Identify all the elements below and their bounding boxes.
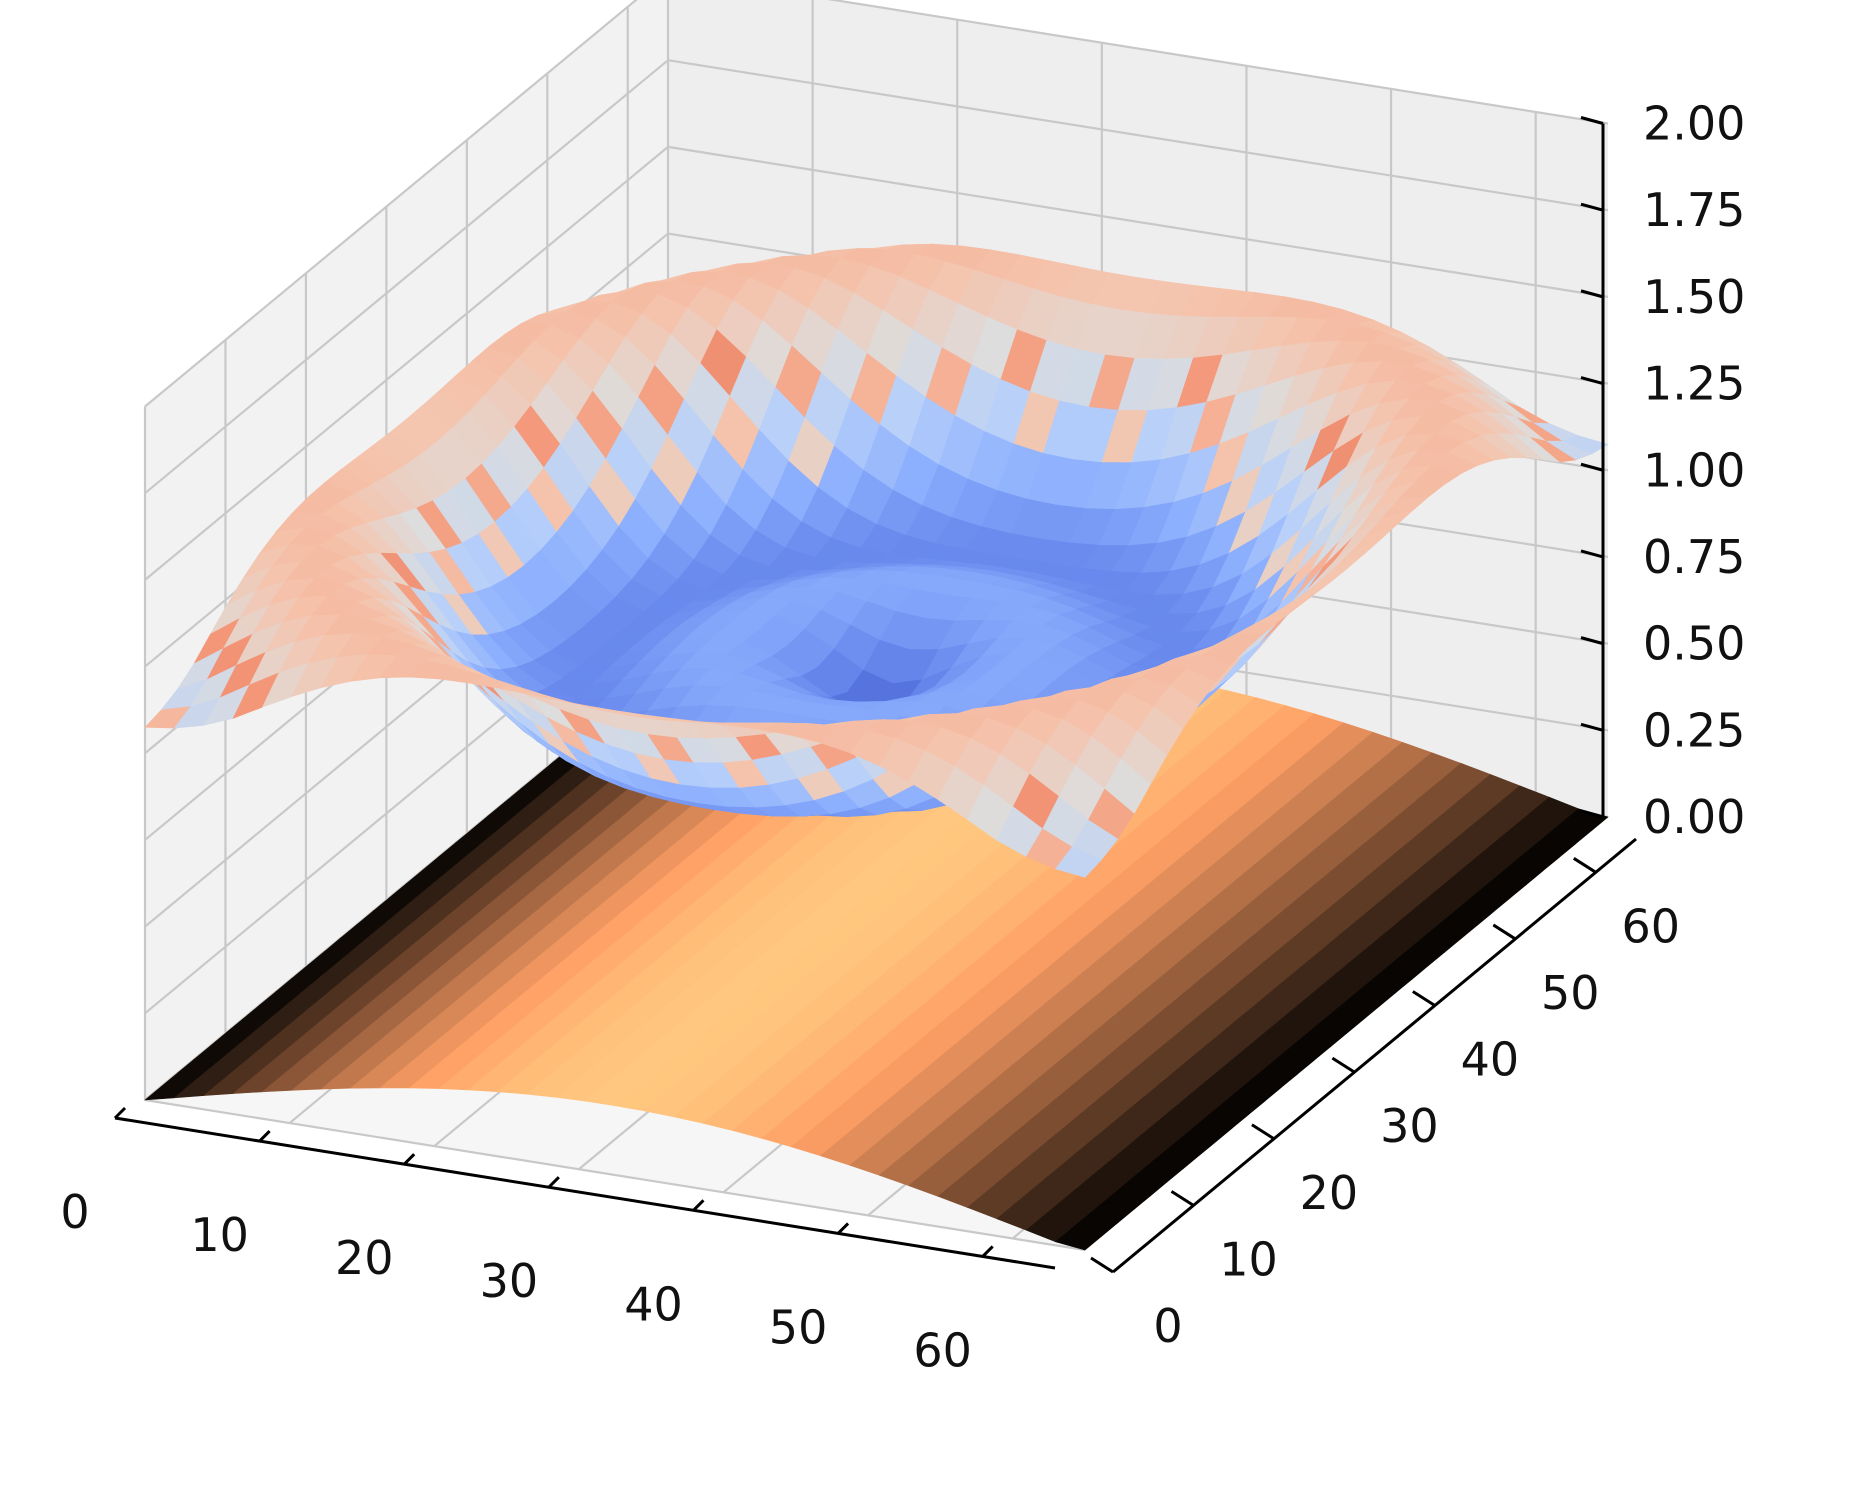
grid-back-z bbox=[827, 0, 1609, 125]
x-tick-mark bbox=[403, 1153, 416, 1166]
z-tick-label: 2.00 bbox=[1643, 97, 1745, 151]
axes bbox=[113, 116, 1637, 1274]
z-tick-mark bbox=[1580, 289, 1604, 299]
y-tick-mark bbox=[1492, 923, 1517, 941]
y-tick-label: 60 bbox=[1621, 899, 1680, 953]
grid-back-z bbox=[667, 59, 1609, 212]
grid-back-z bbox=[667, 145, 1609, 298]
x-tick-mark bbox=[692, 1199, 705, 1212]
z-tick-label: 1.50 bbox=[1643, 270, 1745, 324]
y-tick-label: 50 bbox=[1541, 966, 1600, 1020]
z-tick-label: 1.00 bbox=[1643, 443, 1745, 497]
surfaces bbox=[144, 243, 1609, 1251]
y-tick-mark bbox=[1412, 990, 1436, 1007]
x-tick-label: 40 bbox=[624, 1277, 683, 1331]
z-tick-mark bbox=[1580, 722, 1604, 732]
x-tick-label: 0 bbox=[60, 1185, 89, 1239]
x-axis-line bbox=[114, 1116, 1056, 1270]
z-tick-label: 1.25 bbox=[1643, 357, 1745, 411]
z-tick-label: 0.00 bbox=[1643, 790, 1745, 844]
z-tick-mark bbox=[1580, 462, 1604, 472]
z-tick-label: 0.50 bbox=[1643, 617, 1745, 671]
grid-left-z bbox=[144, 146, 669, 581]
x-tick-label: 30 bbox=[480, 1254, 539, 1308]
coolwarm-surface-patch bbox=[1055, 846, 1102, 878]
x-tick-label: 50 bbox=[769, 1300, 828, 1354]
y-tick-label: 0 bbox=[1153, 1299, 1182, 1353]
x-tick-mark bbox=[258, 1130, 271, 1143]
y-axis-line bbox=[1112, 837, 1637, 1274]
grid-left-z bbox=[144, 0, 638, 408]
x-tick-mark bbox=[547, 1176, 560, 1189]
copper-surface-patch bbox=[1054, 1227, 1102, 1251]
x-tick-mark bbox=[837, 1222, 850, 1235]
y-tick-mark bbox=[1572, 857, 1597, 874]
z-tick-mark bbox=[1580, 549, 1604, 559]
x-tick-label: 20 bbox=[335, 1231, 394, 1285]
y-tick-mark bbox=[1331, 1056, 1356, 1074]
y-tick-label: 10 bbox=[1219, 1232, 1278, 1286]
z-tick-mark bbox=[1580, 202, 1604, 212]
z-tick-mark bbox=[1580, 809, 1604, 819]
x-tick-label: 10 bbox=[190, 1208, 249, 1262]
grid-floor-y bbox=[144, 1098, 1086, 1252]
z-tick-mark bbox=[1580, 376, 1604, 386]
z-tick-label: 0.25 bbox=[1643, 703, 1745, 757]
y-tick-label: 20 bbox=[1300, 1166, 1359, 1220]
z-tick-mark bbox=[1580, 116, 1604, 125]
z-tick-label: 1.75 bbox=[1643, 183, 1745, 237]
y-tick-label: 30 bbox=[1380, 1099, 1439, 1153]
grid-left-z bbox=[144, 59, 669, 495]
y-tick-mark bbox=[1170, 1190, 1195, 1207]
x-tick-mark bbox=[113, 1106, 127, 1120]
y-tick-label: 40 bbox=[1461, 1033, 1520, 1087]
z-tick-label: 0.75 bbox=[1643, 530, 1745, 584]
y-tick-mark bbox=[1090, 1256, 1114, 1274]
x-tick-label: 60 bbox=[913, 1323, 972, 1377]
tick-labels: 0 10 20 30 40 50 60 0 10 20 30 40 50 60 0.00 0.25 0.50 0.… bbox=[60, 97, 1745, 1378]
y-tick-mark bbox=[1251, 1123, 1275, 1141]
x-tick-mark bbox=[981, 1245, 994, 1258]
z-tick-mark bbox=[1580, 636, 1604, 646]
